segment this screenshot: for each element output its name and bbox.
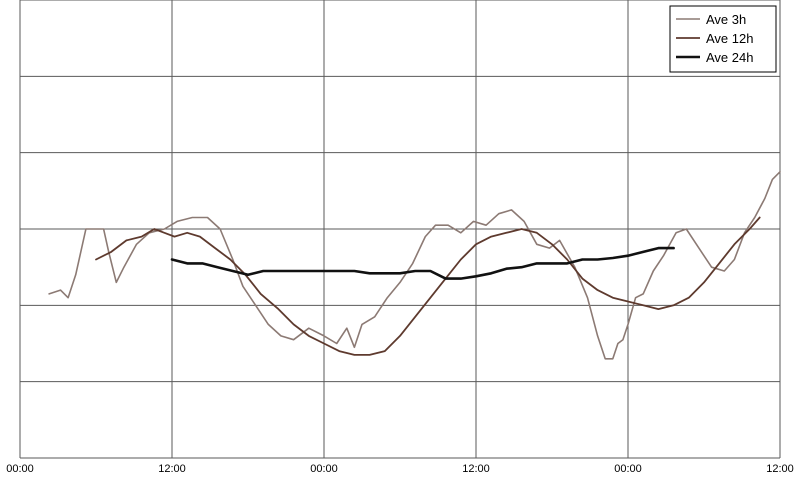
series-line-3 bbox=[170, 246, 675, 280]
x-tick-label: 12:00 bbox=[158, 463, 186, 475]
x-tick-label: 00:00 bbox=[614, 463, 642, 475]
x-tick-label: 00:00 bbox=[6, 463, 34, 475]
legend: Ave 3h Ave 12h Ave 24h bbox=[669, 5, 777, 73]
x-axis-ticks: 00:00 12:00 00:00 12:00 00:00 12:00 bbox=[6, 463, 794, 475]
legend-label-3: Ave 24h bbox=[706, 50, 753, 65]
x-tick-label: 12:00 bbox=[462, 463, 490, 475]
series-line-2 bbox=[95, 216, 761, 356]
x-tick-label: 00:00 bbox=[310, 463, 338, 475]
series-line-1 bbox=[48, 171, 781, 360]
legend-label-1: Ave 3h bbox=[706, 12, 746, 27]
plot-grid bbox=[19, 0, 781, 459]
plot-series bbox=[48, 171, 781, 360]
legend-box bbox=[669, 5, 777, 73]
legend-label-2: Ave 12h bbox=[706, 31, 753, 46]
x-tick-label: 12:00 bbox=[766, 463, 794, 475]
